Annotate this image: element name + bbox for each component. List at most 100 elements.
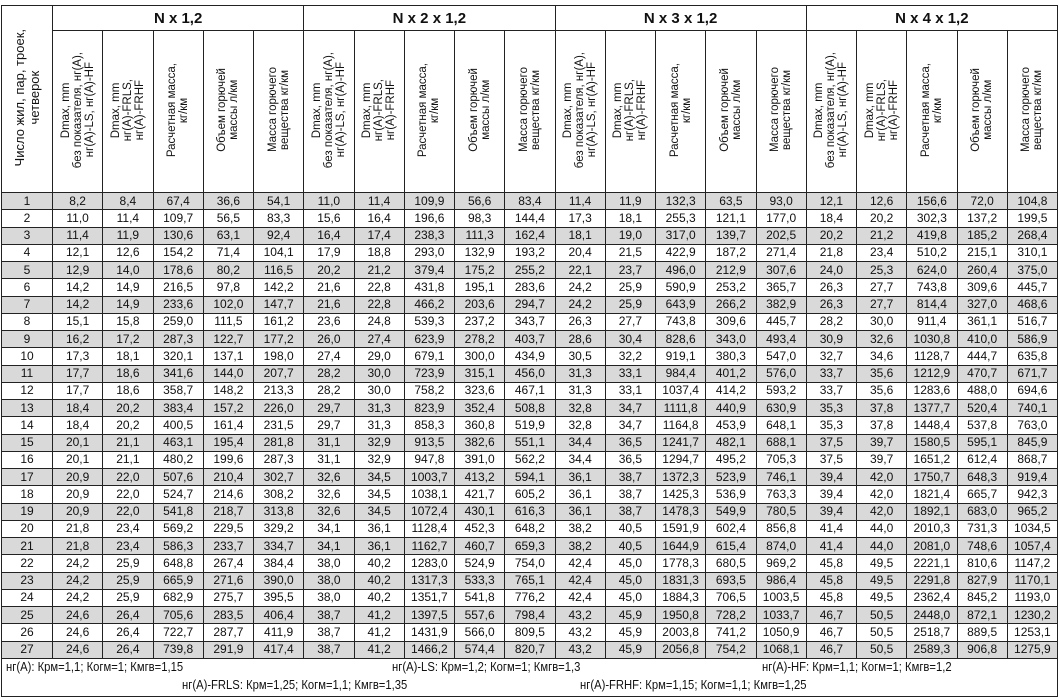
value-cell: 615,4 [705, 536, 757, 556]
row-number-cell: 14 [1, 416, 53, 435]
value-cell: 913,5 [403, 433, 456, 452]
value-cell: 329,2 [252, 519, 305, 539]
value-cell: 728,2 [705, 605, 757, 625]
value-cell: 648,8 [152, 554, 204, 573]
value-cell: 763,0 [1006, 416, 1059, 435]
value-cell: 11,4 [554, 191, 606, 211]
group-header: N x 1,2 [51, 5, 305, 31]
value-cell: 31,1 [303, 433, 355, 452]
value-cell: 287,3 [152, 329, 204, 349]
value-cell: 38,7 [303, 605, 355, 625]
value-cell: 390,0 [252, 571, 305, 590]
value-cell: 31,3 [554, 381, 606, 401]
value-cell: 456,0 [504, 364, 556, 383]
column-header-label: Dmax, mm нг(А)-FRLS, нг(А)-FRHF [109, 78, 146, 142]
value-cell: 986,4 [755, 571, 807, 590]
value-cell: 889,5 [956, 623, 1008, 642]
value-cell: 516,7 [1006, 312, 1059, 332]
value-cell: 557,6 [453, 605, 506, 625]
value-cell: 97,8 [202, 278, 255, 297]
value-cell: 1164,8 [654, 416, 707, 435]
value-cell: 380,3 [705, 347, 757, 366]
value-cell: 365,7 [755, 278, 807, 297]
value-cell: 20,9 [51, 485, 104, 504]
value-cell: 26,4 [102, 605, 154, 625]
table-row: 19 20,9 22,0 541,8 218,7 313,8 32,6 34,5 1072,4 4… [1, 502, 1059, 521]
value-cell: 317,0 [654, 226, 707, 245]
value-cell: 40,2 [353, 554, 405, 573]
value-cell: 541,8 [453, 588, 506, 608]
value-cell: 410,0 [956, 329, 1008, 349]
value-cell: 214,6 [202, 485, 255, 504]
value-cell: 776,2 [504, 588, 556, 608]
value-cell: 22,8 [353, 295, 405, 314]
value-cell: 45,8 [805, 588, 858, 608]
table-row: 26 24,6 26,4 722,7 287,7 411,9 38,7 41,2 1431,9 5… [1, 623, 1059, 642]
value-cell: 22,0 [102, 485, 154, 504]
value-cell: 28,2 [303, 364, 355, 383]
value-cell: 161,2 [252, 312, 305, 332]
row-number-cell: 8 [1, 312, 53, 332]
group-header: N x 3 x 1,2 [554, 5, 807, 31]
value-cell: 375,0 [1006, 260, 1059, 280]
table-body: 1 8,2 8,4 67,4 36,6 54,1 11,0 11,4 109,9 56,6 83,4… [1, 191, 1059, 659]
value-cell: 343,7 [504, 312, 556, 332]
value-cell: 32,6 [855, 329, 908, 349]
value-cell: 14,2 [51, 295, 104, 314]
value-cell: 445,7 [1006, 278, 1059, 297]
value-cell: 1253,1 [1006, 623, 1059, 642]
value-cell: 38,0 [303, 554, 355, 573]
value-cell: 132,9 [453, 243, 506, 263]
value-cell: 1448,4 [906, 416, 958, 435]
footnote-ng-a-ls: нг(А)-LS: Крм=1,2; Когм=1; Кмгв=1,3 [392, 660, 581, 674]
value-cell: 11,0 [303, 191, 355, 211]
value-cell: 293,0 [403, 243, 456, 263]
value-cell: 196,6 [403, 209, 456, 228]
value-cell: 32,6 [303, 502, 355, 521]
value-cell: 31,3 [353, 416, 405, 435]
value-cell: 30,5 [554, 347, 606, 366]
value-cell: 50,5 [855, 623, 908, 642]
value-cell: 281,8 [252, 433, 305, 452]
value-cell: 431,8 [403, 278, 456, 297]
value-cell: 488,0 [956, 381, 1008, 401]
table-row: 2 11,0 11,4 109,7 56,5 83,3 15,6 16,4 196,6 98,3 1… [1, 209, 1059, 228]
value-cell: 741,2 [705, 623, 757, 642]
value-cell: 595,1 [956, 433, 1008, 452]
column-header: Dmax, mm нг(А)-FRLS, нг(А)-FRHF [102, 30, 154, 193]
value-cell: 343,0 [705, 329, 757, 349]
value-cell: 1230,2 [1006, 605, 1059, 625]
column-header-label: Dmax, mm нг(А)-FRLS, нг(А)-FRHF [863, 78, 900, 142]
value-cell: 391,0 [453, 450, 506, 470]
value-cell: 45,9 [604, 640, 657, 659]
value-cell: 38,2 [554, 536, 606, 556]
value-cell: 12,6 [855, 191, 908, 211]
footnote-ng-a: нг(А): Крм=1,1; Когм=1; Кмгв=1,15 [6, 660, 184, 674]
table-row: 15 20,1 21,1 463,1 195,4 281,8 31,1 32,9 913,5 38… [1, 433, 1059, 452]
value-cell: 31,1 [303, 450, 355, 470]
row-number-cell: 25 [1, 605, 53, 625]
value-cell: 334,7 [252, 536, 305, 556]
value-cell: 20,2 [805, 226, 858, 245]
table-row: 7 14,2 14,9 233,6 102,0 147,7 21,6 22,8 466,2 203… [1, 295, 1059, 314]
value-cell: 41,2 [353, 640, 405, 659]
value-cell: 20,9 [51, 467, 104, 487]
value-cell: 21,2 [353, 260, 405, 280]
value-cell: 34,5 [353, 502, 405, 521]
row-number-cell: 18 [1, 485, 53, 504]
value-cell: 470,7 [956, 364, 1008, 383]
value-cell: 313,8 [252, 502, 305, 521]
value-cell: 30,0 [353, 364, 405, 383]
value-cell: 31,3 [353, 398, 405, 418]
value-cell: 17,3 [51, 347, 104, 366]
value-cell: 271,6 [202, 571, 255, 590]
value-cell: 17,3 [554, 209, 606, 228]
value-cell: 28,2 [303, 381, 355, 401]
value-cell: 421,7 [453, 485, 506, 504]
value-cell: 28,2 [805, 312, 858, 332]
value-cell: 648,3 [956, 467, 1008, 487]
value-cell: 508,8 [504, 398, 556, 418]
value-cell: 15,1 [51, 312, 104, 332]
value-cell: 17,2 [102, 329, 154, 349]
column-header: Dmax, mm без показателя, нг(А), нг(А)-LS… [51, 30, 104, 193]
